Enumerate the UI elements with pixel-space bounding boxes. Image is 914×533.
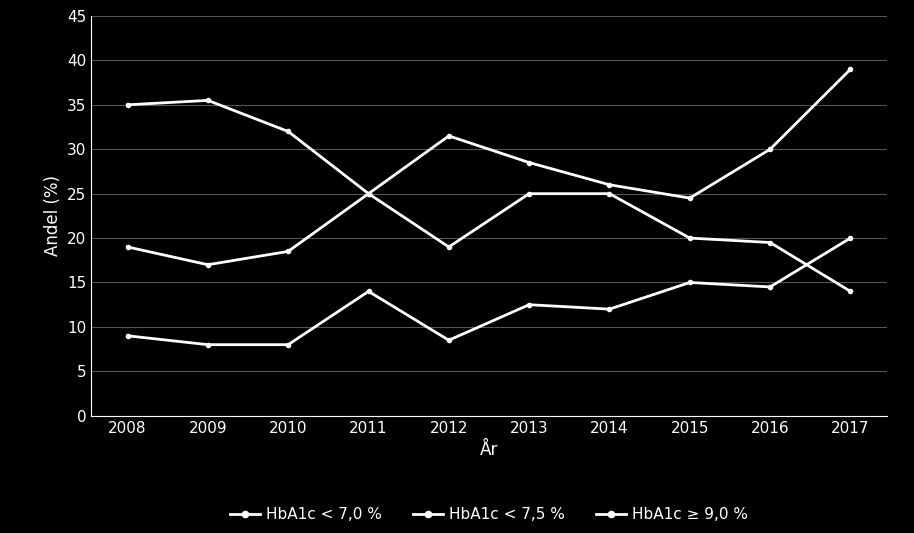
HbA1c < 7,0 %: [202, 97, 213, 103]
HbA1c < 7,0 %: [443, 244, 454, 250]
Legend: HbA1c < 7,0 %, HbA1c < 7,5 %, HbA1c ≥ 9,0 %: HbA1c < 7,0 %, HbA1c < 7,5 %, HbA1c ≥ 9,…: [223, 501, 755, 528]
HbA1c ≥ 9,0 %: [202, 342, 213, 348]
HbA1c < 7,5 %: [202, 262, 213, 268]
HbA1c ≥ 9,0 %: [282, 342, 293, 348]
HbA1c < 7,5 %: [524, 159, 535, 166]
HbA1c ≥ 9,0 %: [604, 306, 615, 312]
Y-axis label: Andel (%): Andel (%): [44, 175, 61, 256]
HbA1c < 7,0 %: [282, 128, 293, 135]
HbA1c ≥ 9,0 %: [443, 337, 454, 343]
HbA1c < 7,5 %: [685, 195, 696, 201]
HbA1c ≥ 9,0 %: [765, 284, 776, 290]
HbA1c < 7,0 %: [363, 190, 374, 197]
HbA1c < 7,0 %: [685, 235, 696, 241]
HbA1c ≥ 9,0 %: [845, 235, 856, 241]
HbA1c < 7,0 %: [604, 190, 615, 197]
HbA1c < 7,0 %: [524, 190, 535, 197]
HbA1c < 7,0 %: [845, 288, 856, 295]
HbA1c < 7,5 %: [443, 133, 454, 139]
HbA1c < 7,5 %: [765, 146, 776, 152]
Line: HbA1c ≥ 9,0 %: HbA1c ≥ 9,0 %: [125, 236, 853, 347]
HbA1c < 7,0 %: [765, 239, 776, 246]
HbA1c ≥ 9,0 %: [524, 302, 535, 308]
Line: HbA1c < 7,5 %: HbA1c < 7,5 %: [125, 67, 853, 267]
HbA1c < 7,5 %: [122, 244, 133, 250]
HbA1c ≥ 9,0 %: [363, 288, 374, 295]
HbA1c < 7,0 %: [122, 102, 133, 108]
HbA1c ≥ 9,0 %: [122, 333, 133, 339]
HbA1c < 7,5 %: [845, 66, 856, 72]
HbA1c < 7,5 %: [282, 248, 293, 255]
Line: HbA1c < 7,0 %: HbA1c < 7,0 %: [125, 98, 853, 294]
HbA1c < 7,5 %: [363, 190, 374, 197]
HbA1c < 7,5 %: [604, 182, 615, 188]
X-axis label: År: År: [480, 441, 498, 459]
HbA1c ≥ 9,0 %: [685, 279, 696, 286]
